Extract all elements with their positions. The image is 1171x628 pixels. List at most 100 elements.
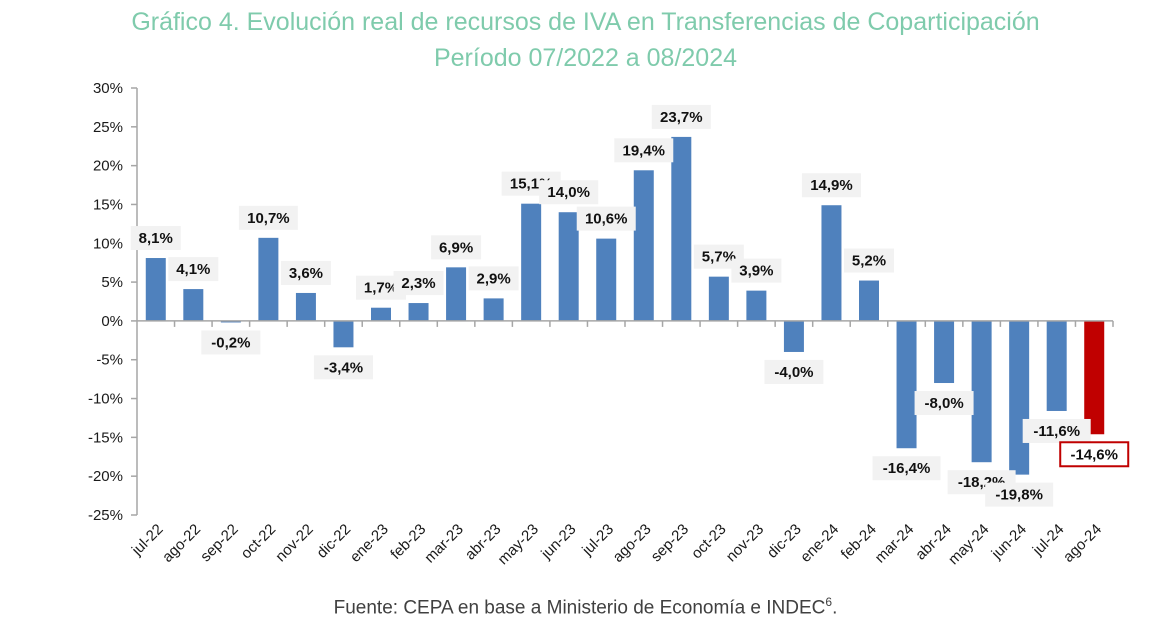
data-label-box bbox=[313, 355, 373, 380]
bar-sep-22 bbox=[220, 320, 241, 323]
data-label-box bbox=[468, 266, 519, 291]
data-label-text: 5,7% bbox=[702, 249, 736, 266]
data-label-text: -19,8% bbox=[995, 487, 1043, 504]
data-label-text: -3,4% bbox=[324, 359, 363, 376]
y-tick-label: 5% bbox=[101, 274, 123, 291]
x-tick-label: ene-23 bbox=[347, 521, 392, 566]
data-label-box bbox=[764, 359, 824, 384]
data-label-text: 3,9% bbox=[739, 263, 773, 280]
bar-ene-24 bbox=[821, 205, 842, 321]
footnote-ref: 6 bbox=[825, 595, 833, 609]
x-tick-label: sep-23 bbox=[648, 521, 692, 565]
bar-dic-22 bbox=[333, 320, 354, 348]
data-label-box bbox=[238, 205, 298, 230]
data-label-text: -11,6% bbox=[1033, 423, 1080, 440]
data-label-text: -0,2% bbox=[211, 334, 250, 351]
bar-feb-23 bbox=[408, 303, 429, 321]
bar-sep-23 bbox=[671, 136, 692, 321]
data-label: 19,4% bbox=[614, 138, 674, 163]
data-label: -4,0% bbox=[764, 359, 824, 384]
x-tick-label: oct-23 bbox=[688, 521, 730, 563]
data-label-box bbox=[201, 330, 261, 355]
bar-may-24 bbox=[971, 320, 992, 463]
y-tick-label: -10% bbox=[88, 391, 123, 408]
data-label-text: 19,4% bbox=[622, 142, 665, 159]
bar-jul-24 bbox=[1046, 320, 1067, 411]
data-label-text: 2,9% bbox=[477, 270, 511, 287]
data-label: 23,7% bbox=[651, 104, 711, 129]
data-label-text: -16,4% bbox=[883, 460, 931, 477]
x-tick-label: oct-22 bbox=[238, 521, 280, 563]
data-label-box bbox=[731, 258, 782, 283]
data-label-text: -8,0% bbox=[924, 395, 963, 412]
data-label-box bbox=[844, 248, 894, 273]
data-label: 14,0% bbox=[539, 180, 599, 205]
bar-ago-24 bbox=[1084, 320, 1105, 435]
y-tick-label: -5% bbox=[96, 352, 123, 369]
data-label: -11,6% bbox=[1022, 418, 1091, 443]
x-tick-label: nov-22 bbox=[272, 521, 316, 565]
data-label-box bbox=[1022, 418, 1091, 443]
data-label-box bbox=[614, 138, 674, 163]
data-label: 10,7% bbox=[238, 205, 298, 230]
y-tick-label: 0% bbox=[101, 313, 123, 330]
data-label: 6,9% bbox=[431, 235, 482, 260]
y-tick-label: -25% bbox=[88, 507, 123, 524]
data-label-text: 2,3% bbox=[401, 275, 435, 292]
bar-nov-22 bbox=[295, 292, 316, 321]
data-label: 2,9% bbox=[468, 266, 519, 291]
data-label: -8,0% bbox=[914, 391, 974, 416]
y-tick-label: 30% bbox=[93, 80, 123, 97]
data-label-text: 10,7% bbox=[247, 210, 290, 227]
source-note: Fuente: CEPA en base a Ministerio de Eco… bbox=[0, 595, 1171, 619]
bar-jul-23 bbox=[596, 238, 617, 321]
data-label-text: -14,6% bbox=[1070, 446, 1118, 463]
data-label: 8,1% bbox=[130, 226, 181, 251]
x-tick-label: mar-24 bbox=[872, 521, 918, 567]
data-label: -3,4% bbox=[313, 355, 373, 380]
bar-ago-22 bbox=[183, 289, 204, 321]
data-label-text: -4,0% bbox=[774, 364, 813, 381]
source-end: . bbox=[832, 597, 838, 619]
x-axis: jul-22ago-22sep-22oct-22nov-22dic-22ene-… bbox=[128, 320, 1114, 568]
bar-jun-23 bbox=[558, 212, 579, 321]
bar-oct-23 bbox=[708, 276, 729, 321]
data-label-box bbox=[872, 456, 941, 481]
x-tick-label: mar-23 bbox=[421, 521, 467, 567]
data-label-box bbox=[651, 104, 711, 129]
data-label: 2,3% bbox=[393, 271, 444, 296]
bar-abr-23 bbox=[483, 298, 504, 321]
data-label-box bbox=[1059, 441, 1130, 468]
data-label-box bbox=[393, 271, 444, 296]
chart-title: Gráfico 4. Evolución real de recursos de… bbox=[131, 8, 1040, 36]
data-label-text: 6,9% bbox=[439, 239, 473, 256]
data-label: 10,6% bbox=[576, 206, 636, 231]
y-tick-label: 15% bbox=[93, 196, 123, 213]
data-label-text: 23,7% bbox=[660, 109, 703, 126]
x-tick-label: nov-23 bbox=[723, 521, 767, 565]
y-tick-label: 25% bbox=[93, 119, 123, 136]
data-label-box bbox=[801, 173, 861, 198]
data-label: 3,6% bbox=[280, 260, 331, 285]
data-label: 14,9% bbox=[801, 173, 861, 198]
y-tick-label: -20% bbox=[88, 468, 123, 485]
bar-mar-24 bbox=[896, 320, 917, 449]
data-label-box bbox=[539, 180, 599, 205]
x-tick-label: ago-23 bbox=[610, 521, 655, 566]
x-tick-label: jun-23 bbox=[537, 521, 579, 563]
data-label-box bbox=[914, 391, 974, 416]
y-tick-label: 20% bbox=[93, 158, 123, 175]
data-label-text: 14,9% bbox=[810, 177, 853, 194]
bar-oct-22 bbox=[258, 237, 279, 321]
data-label-text: 14,0% bbox=[547, 184, 590, 201]
data-label-box bbox=[431, 235, 482, 260]
x-tick-label: ago-24 bbox=[1060, 521, 1105, 566]
bar-feb-24 bbox=[859, 280, 879, 321]
y-tick-label: -15% bbox=[88, 429, 123, 446]
data-label-text: 3,6% bbox=[289, 265, 323, 282]
x-tick-label: sep-22 bbox=[197, 521, 241, 565]
bars bbox=[145, 136, 1105, 475]
data-label: -14,6% bbox=[1059, 441, 1130, 468]
data-label-text: 10,6% bbox=[585, 211, 628, 228]
